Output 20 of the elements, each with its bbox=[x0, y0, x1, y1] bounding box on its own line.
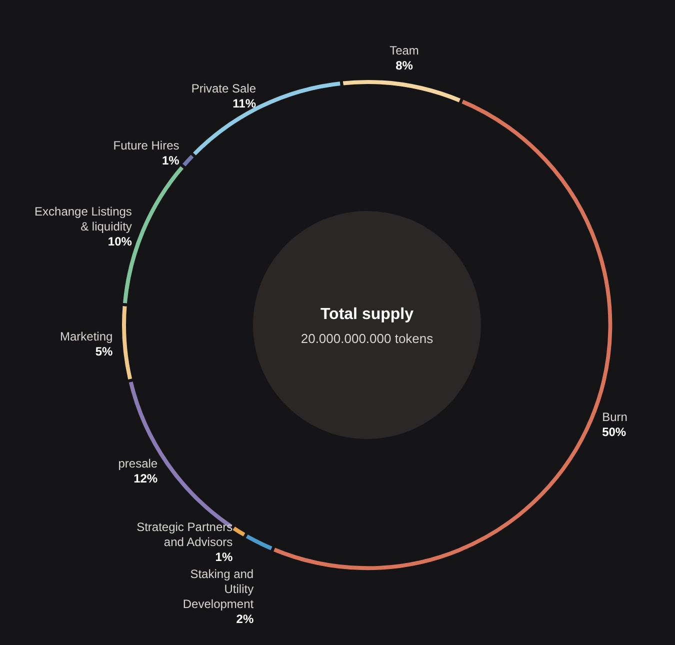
data-label: 1% bbox=[162, 153, 180, 168]
slice-label: Staking and Utility Development bbox=[182, 567, 254, 612]
slice-label: Future Hires bbox=[113, 138, 180, 152]
text: Total supply bbox=[320, 306, 414, 323]
data-label: 12% bbox=[134, 472, 158, 486]
slice-label: Strategic Partners and Advisors bbox=[136, 520, 233, 550]
slice-label: Burn bbox=[602, 410, 628, 424]
data-label: 8% bbox=[396, 58, 414, 73]
data-label: 10% bbox=[108, 234, 132, 249]
slice-label: Marketing bbox=[60, 330, 113, 344]
slice-label: Team bbox=[390, 44, 419, 58]
data-label: 50% bbox=[602, 424, 626, 439]
data-label: 5% bbox=[95, 344, 114, 359]
slice-label: Exchange Listings & liquidity bbox=[34, 204, 132, 234]
text: 20.000.000.000 tokens bbox=[300, 331, 434, 346]
slice-label: presale bbox=[118, 456, 158, 471]
data-label: 2% bbox=[236, 612, 254, 626]
data-label: 11% bbox=[232, 96, 256, 110]
data-label: 1% bbox=[215, 550, 233, 564]
slice-label: Private Sale bbox=[191, 81, 256, 96]
